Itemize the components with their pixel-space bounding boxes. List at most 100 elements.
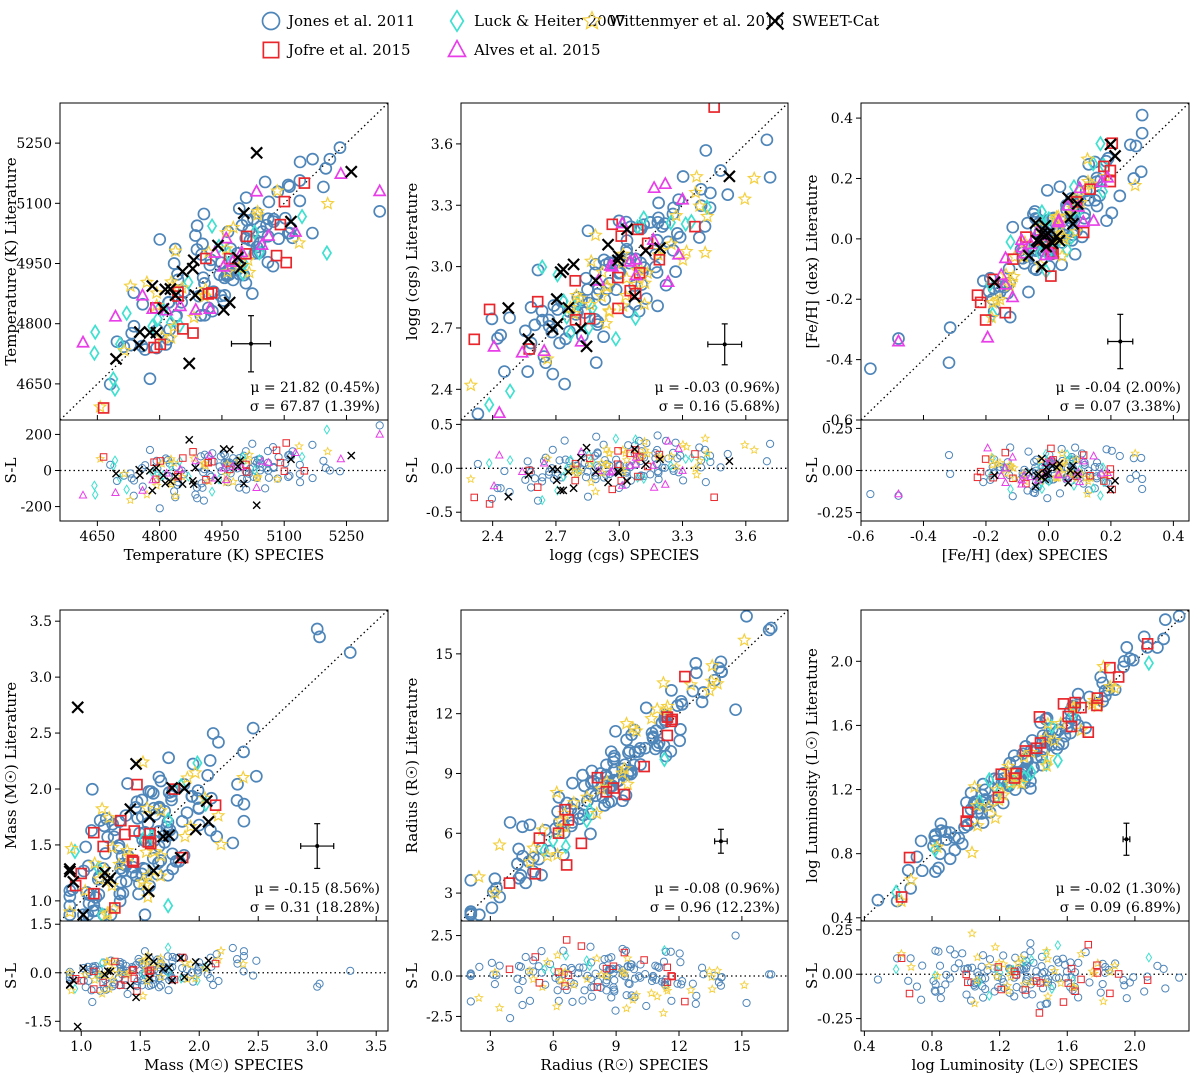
residual-point-jofre (90, 967, 98, 976)
legend-entry: Luck & Heiter 2007 (449, 9, 626, 33)
data-point-sweet (231, 251, 245, 264)
residual-point-jofre (681, 997, 689, 1006)
residual-point-jofre (533, 483, 542, 491)
residual-point-witt (1068, 982, 1078, 992)
data-point-jones (232, 202, 246, 215)
residual-point-jones (944, 450, 954, 460)
data-point-jofre (1030, 742, 1043, 754)
data-point-jones (1058, 729, 1072, 743)
data-point-witt (615, 765, 630, 780)
data-point-jones (1068, 713, 1082, 727)
data-point-jones (915, 864, 929, 878)
data-point-jones (704, 186, 717, 200)
residual-point-witt (107, 974, 118, 984)
data-point-jones (584, 827, 597, 841)
stat-mu: μ = -0.15 (8.56%) (255, 881, 380, 897)
data-point-alves (623, 253, 638, 267)
residual-point-alves (606, 467, 616, 476)
residual-point-jones (1052, 973, 1061, 982)
residual-point-witt (156, 958, 166, 969)
data-point-jones (491, 332, 504, 345)
data-point-jones (616, 768, 629, 782)
data-point-jones (964, 786, 978, 800)
residual-point-jofre (133, 987, 141, 995)
residual-point-jones (731, 931, 740, 940)
residual-point-witt (995, 457, 1005, 467)
residual-point-jones (594, 463, 603, 472)
errorbar (714, 828, 728, 854)
residual-point-alves (375, 429, 385, 438)
residual-point-luck (164, 942, 172, 953)
residual-point-jofre (1009, 474, 1017, 483)
data-point-jofre (128, 825, 141, 837)
data-point-jones (914, 834, 928, 848)
data-point-luck (984, 771, 995, 789)
data-point-jones (1037, 742, 1051, 756)
residual-point-jofre (121, 976, 129, 984)
residual-point-jones (513, 974, 522, 983)
data-point-jones (313, 630, 326, 644)
data-point-alves (249, 183, 264, 197)
data-point-sweet (522, 332, 535, 346)
residual-point-jones (691, 999, 700, 1008)
residual-point-sweet (548, 465, 557, 474)
residual-point-witt (170, 491, 181, 501)
data-point-jones (1022, 285, 1035, 299)
x-tick-label: 1.0 (70, 1039, 92, 1055)
data-point-alves (1005, 289, 1020, 303)
residual-point-witt (677, 439, 688, 449)
data-point-jofre (87, 826, 100, 839)
data-point-alves (628, 251, 643, 265)
residual-point-alves (983, 443, 993, 452)
data-point-jones (651, 215, 665, 229)
y-tick-label: 1.6 (831, 718, 853, 734)
data-point-sweet (165, 781, 179, 795)
data-point-jones (63, 908, 77, 921)
data-point-jones (1120, 641, 1134, 654)
residual-point-jones (495, 961, 504, 970)
data-point-luck (296, 208, 308, 225)
data-point-sweet (1022, 249, 1036, 262)
residual-point-sweet (159, 964, 168, 973)
residual-point-jofre (1100, 477, 1108, 485)
data-point-sweet (63, 862, 77, 876)
x-tick-label: 12 (670, 1039, 688, 1055)
residual-point-jones (592, 432, 601, 441)
stat-sigma: σ = 0.31 (18.28%) (250, 900, 380, 916)
residual-point-jones (1138, 484, 1147, 494)
residual-axis-label: S-L (403, 963, 421, 989)
residual-point-jones (630, 974, 640, 983)
residual-point-sweet (1068, 461, 1078, 470)
data-point-jones (714, 655, 728, 669)
residual-point-jones (1036, 1001, 1045, 1010)
panel-6: μ = -0.02 (1.30%) σ = 0.09 (6.89%) 0.4 0.8 1… (803, 609, 1190, 1074)
data-point-jones (1126, 653, 1140, 667)
residual-point-alves (1075, 476, 1085, 486)
residual-point-jones (742, 998, 751, 1008)
data-point-alves (1060, 197, 1075, 211)
data-point-jones (721, 188, 735, 201)
data-point-witt (1040, 749, 1055, 764)
data-point-sweet (76, 908, 90, 921)
residual-point-witt (585, 458, 596, 469)
data-point-jones (692, 231, 706, 244)
residual-point-jones (918, 961, 927, 970)
residual-point-witt (102, 956, 113, 967)
residual-point-witt (671, 461, 682, 471)
data-point-alves (1014, 232, 1029, 246)
residual-point-jones (87, 986, 96, 995)
residual-point-jones (198, 483, 207, 492)
residual-point-jones (1024, 447, 1033, 456)
data-point-alves (108, 308, 123, 322)
residual-point-jones (981, 984, 990, 994)
x-tick-label: 5250 (329, 529, 365, 545)
data-point-jones (516, 820, 529, 834)
data-point-luck (254, 244, 265, 261)
residual-point-jofre (554, 968, 563, 976)
residual-point-jones (622, 991, 631, 1000)
data-point-jofre (240, 230, 253, 243)
residual-point-sweet (604, 478, 613, 487)
data-point-luck (929, 841, 941, 858)
residual-point-jones (1008, 492, 1017, 501)
data-point-jones (498, 365, 511, 378)
